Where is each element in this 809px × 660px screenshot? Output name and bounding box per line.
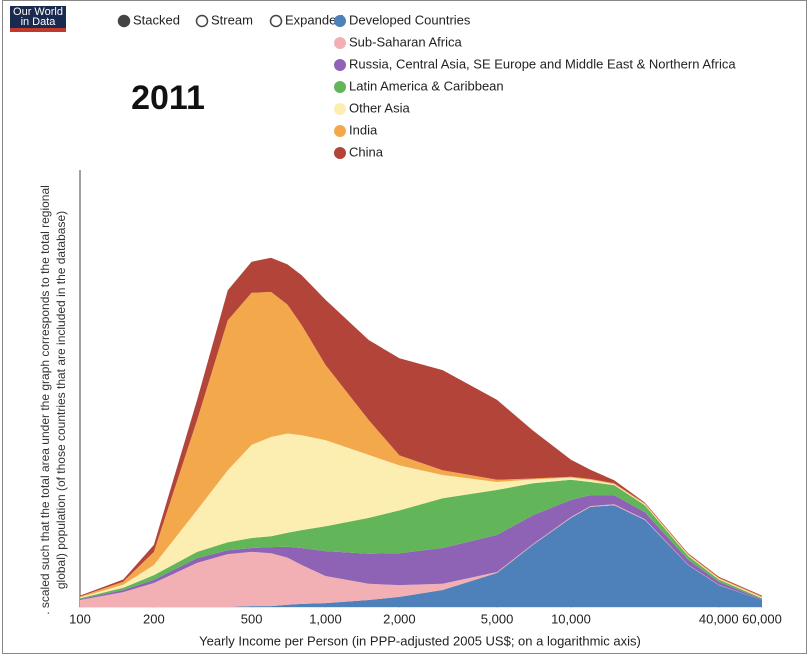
legend-marker[interactable] bbox=[334, 103, 346, 115]
legend-label[interactable]: Latin America & Caribbean bbox=[349, 78, 504, 93]
legend-label[interactable]: Sub-Saharan Africa bbox=[349, 34, 463, 49]
x-tick-label: 2,000 bbox=[383, 611, 416, 626]
radio-label[interactable]: Stream bbox=[211, 12, 253, 27]
legend-label[interactable]: Other Asia bbox=[349, 100, 410, 115]
area bbox=[80, 479, 762, 600]
x-tick-label: 200 bbox=[143, 611, 165, 626]
logo-box[interactable] bbox=[10, 6, 66, 32]
chart-title: 2011 bbox=[131, 79, 205, 117]
radio-button[interactable] bbox=[117, 14, 131, 28]
logo-bar bbox=[10, 28, 66, 32]
x-tick-label: 40,000 bbox=[699, 611, 739, 626]
radio-label[interactable]: Expanded bbox=[285, 12, 344, 27]
x-tick-label: 1,000 bbox=[309, 611, 342, 626]
area bbox=[80, 257, 762, 597]
y-axis-title: global) population (of those countries t… bbox=[54, 211, 68, 589]
radio-button[interactable] bbox=[195, 14, 209, 28]
y-axis-title: . scaled such that the total area under … bbox=[38, 185, 52, 615]
legend-marker[interactable] bbox=[334, 125, 346, 137]
legend-label[interactable]: India bbox=[349, 122, 378, 137]
legend-marker[interactable] bbox=[334, 15, 346, 27]
x-tick-label: 5,000 bbox=[481, 611, 514, 626]
legend-marker[interactable] bbox=[334, 37, 346, 49]
legend-label[interactable]: China bbox=[349, 144, 384, 159]
legend-label[interactable]: Developed Countries bbox=[349, 12, 471, 27]
x-tick-label: 10,000 bbox=[551, 611, 591, 626]
area bbox=[80, 291, 762, 598]
area bbox=[80, 504, 762, 607]
x-tick-label: 100 bbox=[69, 611, 91, 626]
x-tick-label: 60,000 bbox=[742, 611, 782, 626]
legend-marker[interactable] bbox=[334, 147, 346, 159]
radio-label[interactable]: Stacked bbox=[133, 12, 180, 27]
logo-text: in Data bbox=[21, 16, 57, 28]
x-axis-title: Yearly Income per Person (in PPP-adjuste… bbox=[199, 633, 641, 648]
legend-label[interactable]: Russia, Central Asia, SE Europe and Midd… bbox=[349, 56, 736, 71]
area bbox=[80, 505, 762, 607]
legend-marker[interactable] bbox=[334, 59, 346, 71]
area bbox=[80, 495, 762, 600]
area bbox=[80, 433, 762, 599]
legend-marker[interactable] bbox=[334, 81, 346, 93]
x-tick-label: 500 bbox=[241, 611, 263, 626]
logo-text: Our World bbox=[13, 6, 63, 18]
radio-button[interactable] bbox=[269, 14, 283, 28]
